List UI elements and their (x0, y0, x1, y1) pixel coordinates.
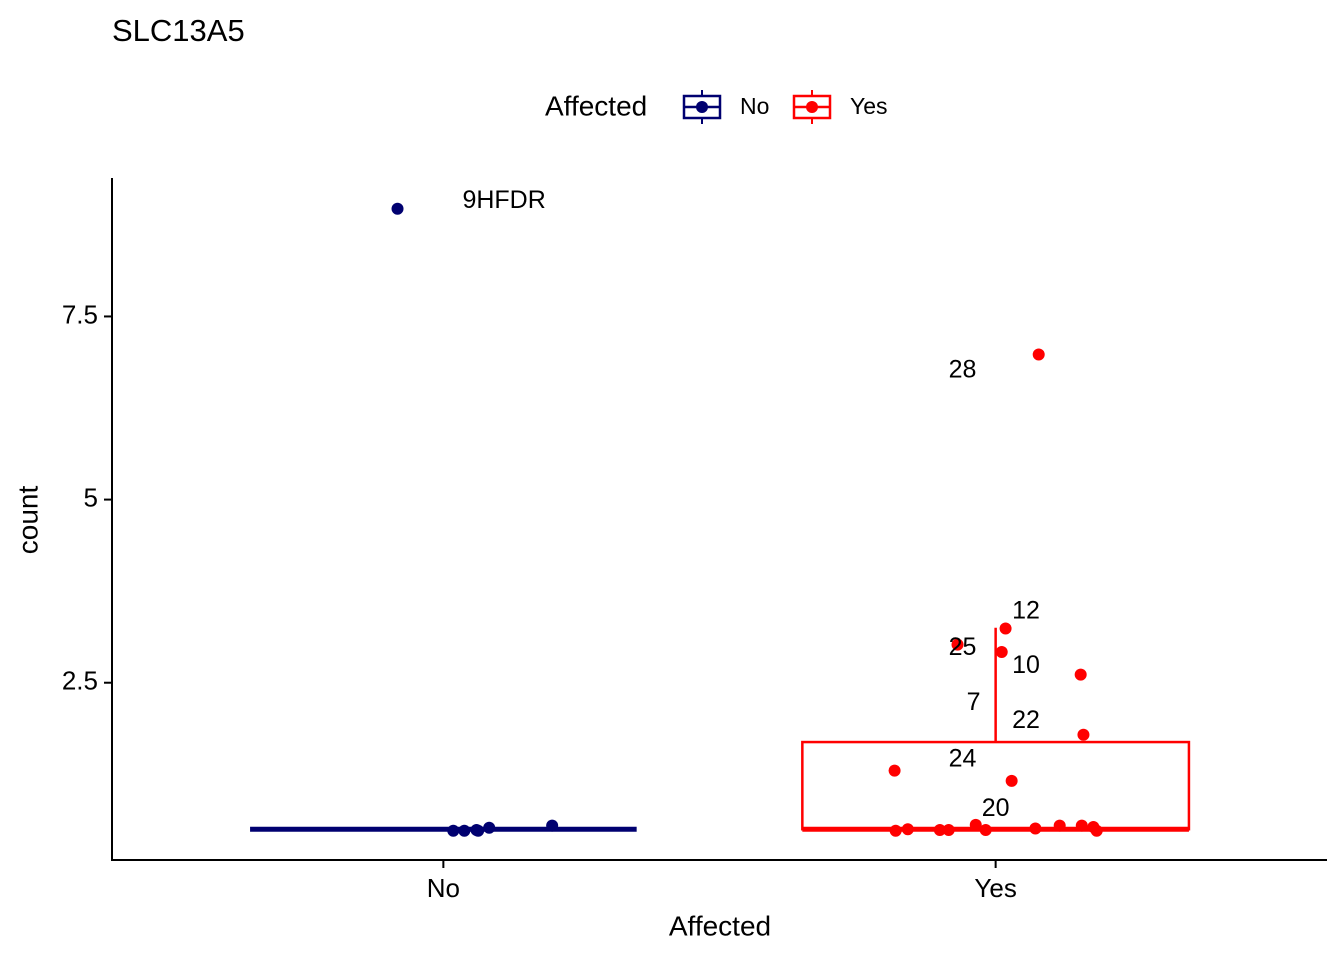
x-tick-label: Yes (974, 873, 1016, 903)
point (1005, 774, 1018, 787)
point (901, 823, 914, 836)
point-label: 9HFDR (462, 186, 545, 214)
y-tick-label: 7.5 (62, 299, 98, 329)
legend-label: No (740, 93, 769, 119)
legend-point (696, 101, 708, 113)
point-label: 25 (949, 633, 977, 661)
legend-title: Affected (545, 90, 647, 121)
point (447, 824, 460, 837)
point-label: 12 (1012, 596, 1040, 624)
point-label: 20 (982, 794, 1010, 822)
point (391, 202, 404, 215)
point (458, 824, 471, 837)
point (969, 818, 982, 831)
y-axis-title: count (12, 486, 43, 555)
point-label: 7 (967, 688, 981, 716)
point (999, 622, 1012, 635)
point (472, 824, 485, 837)
point (1053, 819, 1066, 832)
x-axis-title: Affected (669, 910, 771, 941)
point (1029, 822, 1042, 835)
point (888, 764, 901, 777)
point (951, 638, 964, 651)
point (1077, 728, 1090, 741)
point-label: 24 (949, 744, 977, 772)
point (1090, 824, 1103, 837)
point (942, 823, 955, 836)
x-tick-label: No (427, 873, 460, 903)
legend-point (806, 101, 818, 113)
point (995, 645, 1008, 658)
legend-label: Yes (850, 93, 888, 119)
point (1032, 348, 1045, 361)
point (546, 819, 559, 832)
point (889, 824, 902, 837)
point (1075, 819, 1088, 832)
point (483, 821, 496, 834)
point-label: 28 (949, 355, 977, 383)
point (979, 823, 992, 836)
y-tick-label: 5 (84, 482, 98, 512)
y-tick-label: 2.5 (62, 666, 98, 696)
chart-title: SLC13A5 (112, 13, 245, 48)
point (933, 823, 946, 836)
point-label: 10 (1012, 651, 1040, 679)
point-label: 22 (1012, 706, 1040, 734)
point (1074, 668, 1087, 681)
